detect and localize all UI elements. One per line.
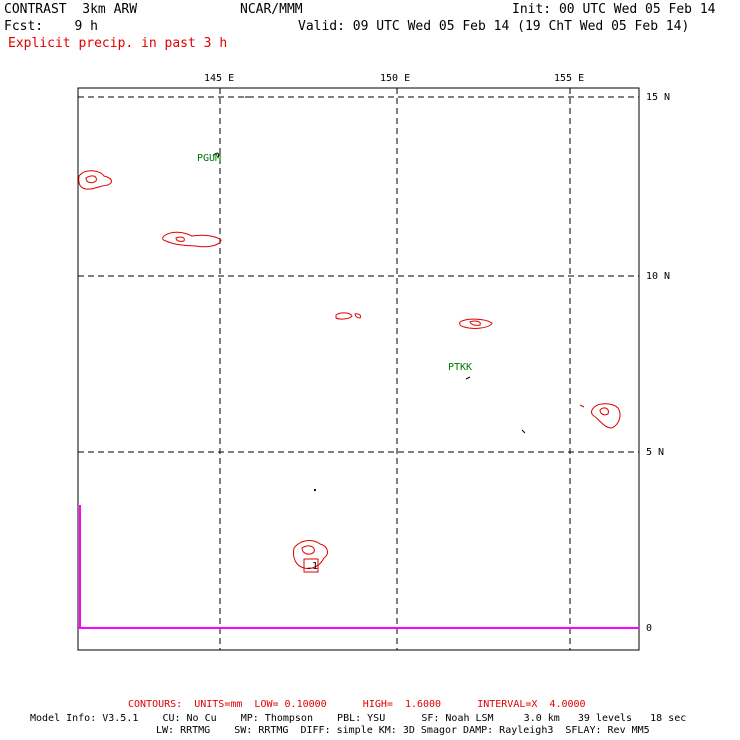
island-mark-south [313, 488, 317, 492]
lat-label-5: 5 N [646, 447, 665, 458]
contour-far-east-speck [579, 404, 585, 408]
field-title: Explicit precip. in past 3 h [8, 36, 228, 51]
lon-label-155: 155 E [554, 73, 585, 84]
contour-south-inner [301, 545, 315, 555]
baseline-label: 0 [646, 623, 653, 634]
contour-far-east [590, 403, 621, 429]
station-pgum: PGUM [197, 153, 222, 164]
contour-info: CONTOURS: UNITS=mm LOW= 0.10000 HIGH= 1.… [128, 699, 586, 710]
model-info-line2: LW: RRTMG SW: RRTMG DIFF: simple KM: 3D … [156, 725, 650, 736]
lat-label-15: 15 N [646, 92, 671, 103]
contour-northwest-inner [85, 175, 97, 184]
island-mark-truk [465, 376, 471, 380]
center-label: NCAR/MMM [240, 2, 303, 17]
lon-label-150: 150 E [380, 73, 411, 84]
model-title: CONTRAST 3km ARW [4, 2, 138, 17]
forecast-hour: Fcst: 9 h [4, 19, 98, 34]
contour-east [459, 318, 493, 329]
model-info-line1: Model Info: V3.5.1 CU: No Cu MP: Thompso… [30, 713, 687, 724]
precip-contours [78, 170, 621, 573]
contour-south-box [303, 558, 319, 573]
contour-west-inner [175, 236, 185, 242]
contour-east-inner [469, 320, 481, 326]
contour-center [335, 312, 353, 320]
init-time: Init: 00 UTC Wed 05 Feb 14 [512, 2, 716, 17]
contour-value-label: .1 [306, 561, 319, 572]
contour-far-east-inner [599, 407, 609, 416]
contour-northwest [78, 170, 112, 190]
contour-center-small [354, 313, 361, 319]
contour-west [162, 231, 222, 248]
contour-south [293, 540, 328, 569]
island-mark-east [521, 429, 526, 434]
lat-label-10: 10 N [646, 271, 671, 282]
island-mark-guam [212, 152, 219, 158]
lon-label-145: 145 E [204, 73, 235, 84]
valid-time: Valid: 09 UTC Wed 05 Feb 14 (19 ChT Wed … [298, 19, 690, 34]
island-marks [212, 96, 526, 492]
station-ptkk: PTKK [448, 362, 473, 373]
map-frame [77, 87, 640, 651]
